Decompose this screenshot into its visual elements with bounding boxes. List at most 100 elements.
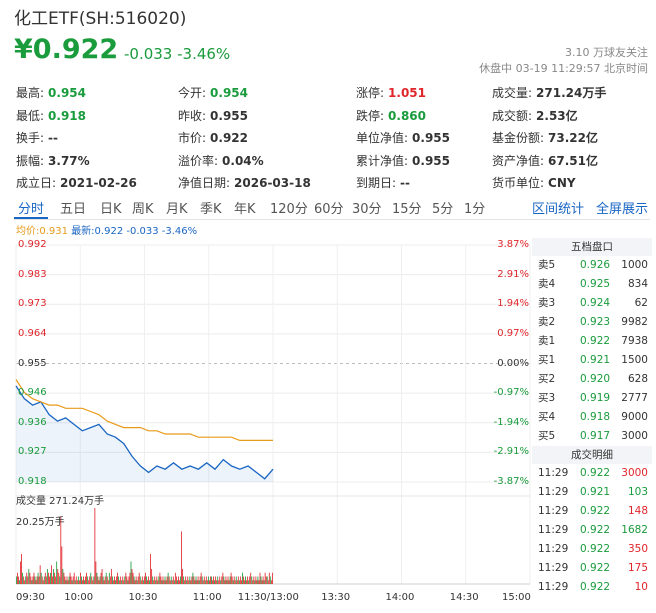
quote-label: 振幅: [16,153,45,168]
volume-bar [98,580,100,584]
fullscreen-link[interactable]: 全屏展示 [596,202,649,217]
tab-period[interactable]: 120分 [270,202,308,217]
volume-bar [24,580,26,584]
volume-bar [246,580,247,584]
tab-period[interactable]: 月K [166,202,188,217]
volume-bar [87,576,89,584]
volume-bar [232,580,234,584]
volume-bar [270,580,272,584]
volume-bar [103,580,105,584]
volume-bar [178,576,179,584]
time-tick-label: 10:30 [128,592,158,603]
volume-bar [92,580,94,584]
tab-period[interactable]: 五日 [60,202,87,217]
volume-bar [258,580,260,584]
tab-period[interactable]: 30分 [352,202,382,217]
volume-bar [63,572,65,584]
volume-bar [150,553,152,584]
trade-time: 11:29 [538,581,569,593]
volume-bar [138,572,140,584]
volume-bar [49,576,50,584]
trade-volume: 10 [634,581,648,593]
orderbook-price: 0.923 [580,316,611,328]
tab-period[interactable]: 日K [100,202,122,217]
quote-row: 最低: 0.918 昨收: 0.955 跌停: 0.860 成交额: 2.53亿 [16,105,646,127]
follower-count[interactable]: 3.10 万球友关注 [565,46,648,59]
quote-label: 累计净值: [356,153,409,168]
tab-period[interactable]: 分时 [18,202,45,217]
volume-bar [145,572,146,584]
tab-period[interactable]: 5分 [432,202,454,217]
volume-bar [20,561,21,584]
volume-bar [195,576,197,584]
tab-period[interactable]: 年K [234,202,256,217]
quote-label: 今开: [178,86,207,100]
volume-bar [196,580,198,584]
volume-bar [128,576,130,584]
volume-bar [245,576,246,584]
quote-cell: 净值日期: 2026-03-18 [178,172,311,194]
orderbook-row: 买3 0.919 2777 [532,389,652,408]
orderbook-title: 五档盘口 [532,238,652,256]
orderbook-level: 卖4 [538,278,556,290]
volume-bar [190,580,192,584]
percent-tick-label: 0.97% [497,327,529,339]
orderbook-price: 0.924 [580,297,611,309]
volume-bar [146,576,147,584]
volume-bar [192,572,194,584]
volume-bar [126,576,128,584]
quote-cell: 单位净值: 0.955 [356,127,450,149]
volume-bar [247,576,249,584]
trade-volume: 1682 [621,524,648,536]
volume-bar [154,576,156,584]
volume-bar [243,576,244,584]
orderbook-price: 0.918 [580,411,611,423]
volume-bar [53,568,54,584]
quote-value: 0.955 [412,131,451,145]
orderbook-row: 卖5 0.926 1000 [532,256,652,275]
volume-bar [162,576,164,584]
orderbook-row: 买2 0.920 628 [532,370,652,389]
volume-bar [173,580,175,584]
volume-bar [30,576,32,584]
tab-period[interactable]: 15分 [392,202,422,217]
volume-bar [202,580,204,584]
volume-bar [16,576,17,584]
volume-bar [114,576,115,584]
quote-value: -- [48,131,59,145]
orderbook-volume: 3000 [621,430,648,442]
volume-bar [100,572,102,584]
quote-label: 成立日: [16,176,57,190]
trade-time: 11:29 [538,505,569,517]
volume-bar [37,572,39,584]
volume-bar [204,580,206,584]
tab-period[interactable]: 1分 [464,202,486,217]
volume-bar [45,576,47,584]
tab-period[interactable]: 60分 [314,202,344,217]
volume-bar [194,580,196,584]
volume-bar [88,580,90,584]
price-line [15,385,274,480]
orderbook-level: 买5 [538,430,556,442]
trade-row: 11:29 0.922 1682 [532,521,652,540]
volume-bar [164,576,166,584]
tab-period[interactable]: 季K [200,202,222,217]
percent-tick-label: 2.91% [497,268,529,280]
volume-bar [36,576,38,584]
trade-volume: 3000 [621,467,648,479]
quote-value: 1.051 [388,86,427,100]
volume-bar [149,580,150,584]
volume-bar [133,576,135,584]
orderbook-price: 0.922 [580,335,611,347]
quote-label: 最低: [16,108,45,123]
quote-label: 单位净值: [356,131,409,145]
trade-row: 11:29 0.922 350 [532,540,652,559]
percent-tick-label: 1.94% [497,298,529,310]
volume-bar [39,565,41,584]
tab-period[interactable]: 周K [132,202,154,217]
range-stats-link[interactable]: 区间统计 [532,202,585,217]
volume-bar [206,580,208,584]
volume-bar [159,572,161,584]
volume-bar [201,576,203,584]
intraday-chart[interactable] [0,230,532,613]
